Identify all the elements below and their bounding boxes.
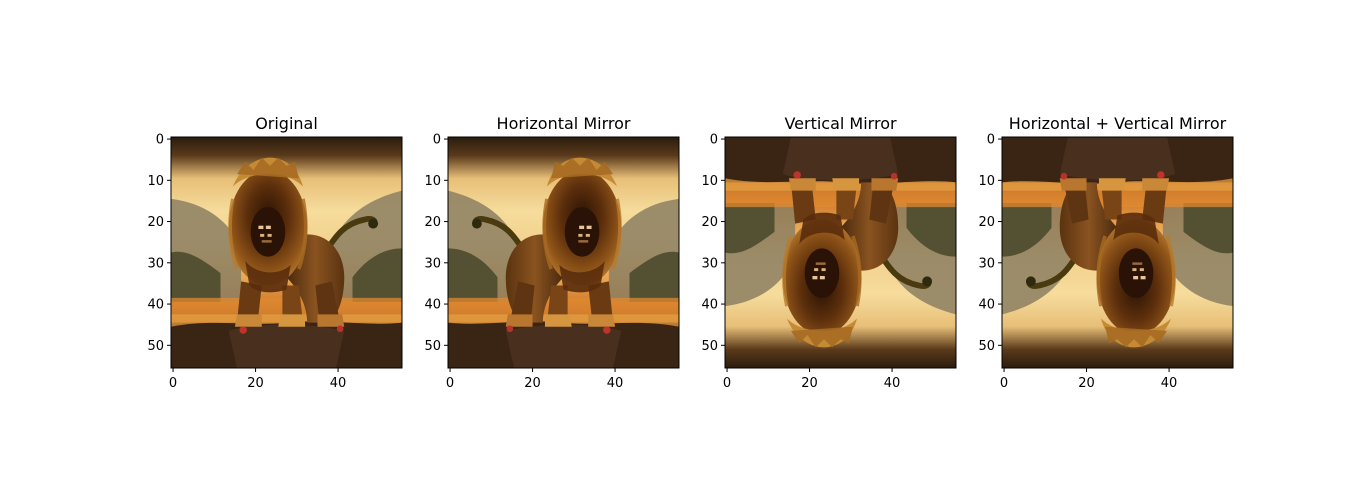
y-tick-label: 30 xyxy=(424,256,441,271)
subplot-title: Horizontal + Vertical Mirror xyxy=(1009,114,1227,133)
x-tick-label: 40 xyxy=(1161,376,1178,391)
y-tick-label: 50 xyxy=(978,339,995,354)
x-tick-label: 20 xyxy=(801,376,818,391)
y-tick-label: 50 xyxy=(424,339,441,354)
subplot-4: Horizontal + Vertical Mirror 0 20 40 0 10 20 30… xyxy=(978,114,1234,391)
x-tick-label: 40 xyxy=(884,376,901,391)
y-tick-label: 0 xyxy=(710,133,718,148)
y-tick-label: 50 xyxy=(701,339,718,354)
subplot-1: Original 0 20 40 0 10 20 30 40 50 xyxy=(147,114,403,391)
y-tick-label: 40 xyxy=(978,298,995,313)
axes-frame xyxy=(724,136,957,369)
subplot-title: Horizontal Mirror xyxy=(497,114,631,133)
x-tick-label: 40 xyxy=(330,376,347,391)
x-tick-label: 0 xyxy=(1000,376,1008,391)
y-tick-label: 10 xyxy=(147,174,164,189)
y-tick-label: 30 xyxy=(701,256,718,271)
y-tick-label: 20 xyxy=(424,215,441,230)
y-tick-label: 30 xyxy=(147,256,164,271)
y-tick-label: 10 xyxy=(978,174,995,189)
y-tick-label: 0 xyxy=(156,133,164,148)
lion-image xyxy=(725,137,956,368)
lion-image xyxy=(1002,137,1233,368)
subplot-title: Vertical Mirror xyxy=(784,114,897,133)
subplot-3: Vertical Mirror 0 20 40 0 10 20 30 40 50 xyxy=(701,114,957,391)
x-tick-label: 40 xyxy=(607,376,624,391)
y-tick-label: 50 xyxy=(147,339,164,354)
y-tick-label: 10 xyxy=(701,174,718,189)
y-tick-label: 40 xyxy=(147,298,164,313)
subplot-title: Original xyxy=(255,114,318,133)
x-tick-label: 20 xyxy=(1078,376,1095,391)
y-tick-label: 20 xyxy=(147,215,164,230)
x-tick-label: 0 xyxy=(169,376,177,391)
y-tick-label: 20 xyxy=(978,215,995,230)
subplot-2: Horizontal Mirror 0 20 40 0 10 20 30 40 50 xyxy=(424,114,680,391)
y-tick-label: 40 xyxy=(424,298,441,313)
y-tick-label: 0 xyxy=(433,133,441,148)
x-tick-label: 20 xyxy=(524,376,541,391)
y-tick-label: 30 xyxy=(978,256,995,271)
lion-image xyxy=(448,137,679,368)
lion-image xyxy=(171,137,402,368)
y-tick-label: 40 xyxy=(701,298,718,313)
x-tick-label: 0 xyxy=(446,376,454,391)
x-tick-label: 0 xyxy=(723,376,731,391)
axes-frame xyxy=(1001,136,1234,369)
y-tick-label: 0 xyxy=(987,133,995,148)
y-tick-label: 10 xyxy=(424,174,441,189)
y-tick-label: 20 xyxy=(701,215,718,230)
axes-frame xyxy=(447,136,680,369)
axes-frame xyxy=(170,136,403,369)
x-tick-label: 20 xyxy=(247,376,264,391)
